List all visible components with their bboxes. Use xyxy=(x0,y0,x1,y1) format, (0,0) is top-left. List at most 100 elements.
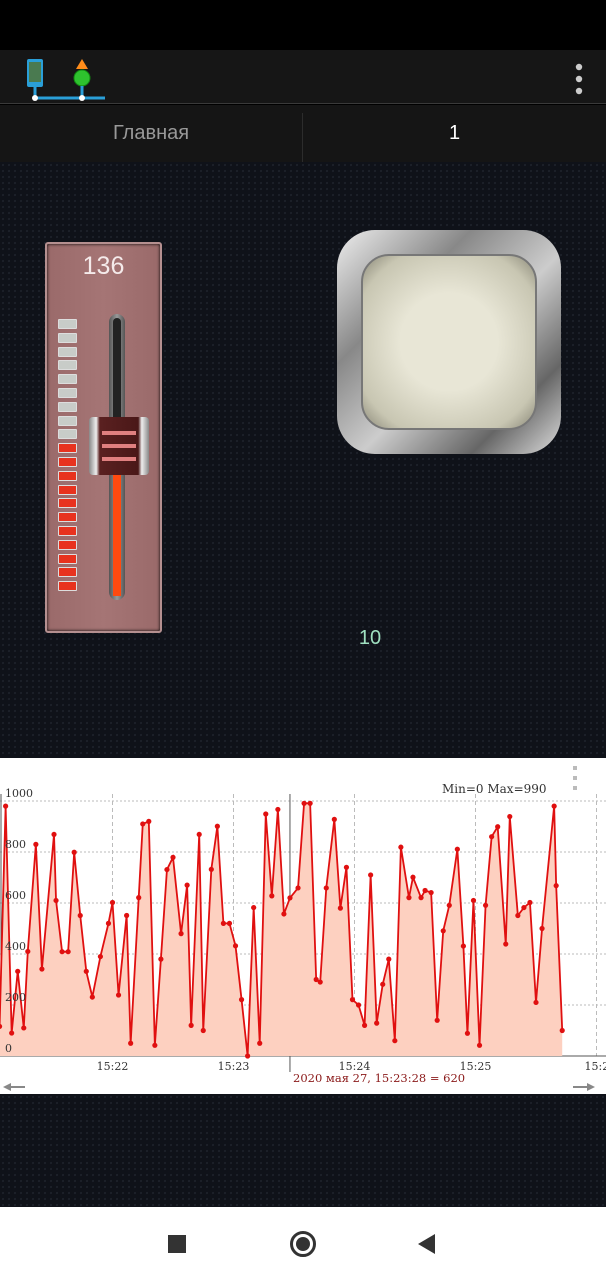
data-point xyxy=(392,1038,398,1044)
data-point xyxy=(482,902,489,908)
home-circle-icon[interactable] xyxy=(290,1231,316,1257)
data-point xyxy=(434,1017,440,1023)
data-point xyxy=(317,979,323,985)
data-point xyxy=(39,966,45,972)
value-label: 10 xyxy=(358,627,382,649)
slider-knob[interactable] xyxy=(89,417,149,476)
data-point xyxy=(410,874,416,880)
data-point xyxy=(97,953,103,960)
data-point xyxy=(307,800,313,806)
system-nav-bar xyxy=(0,1207,606,1280)
level-segment xyxy=(58,429,77,440)
level-segment xyxy=(58,443,77,454)
data-point xyxy=(15,968,21,974)
data-point xyxy=(527,899,533,906)
data-point xyxy=(386,956,392,962)
data-point xyxy=(361,1022,368,1028)
data-point xyxy=(226,920,233,926)
series-line xyxy=(0,802,564,1057)
data-point xyxy=(170,854,176,860)
data-point xyxy=(281,911,287,917)
data-point xyxy=(200,1027,206,1034)
push-button[interactable] xyxy=(337,230,561,454)
data-point xyxy=(109,899,116,906)
scroll-right-arrow-icon[interactable] xyxy=(573,1083,595,1091)
data-point xyxy=(313,976,319,983)
data-point xyxy=(454,846,460,852)
data-point xyxy=(146,818,152,824)
data-point xyxy=(422,887,428,894)
data-point xyxy=(368,872,374,878)
data-point xyxy=(21,1025,27,1031)
level-segment xyxy=(58,374,77,385)
y-tick-label: 1000 xyxy=(5,787,33,800)
scroll-left-arrow-icon[interactable] xyxy=(3,1083,25,1091)
data-point xyxy=(553,883,559,889)
y-tick-label: 800 xyxy=(5,838,26,851)
vertical-slider-widget[interactable]: 136 xyxy=(45,242,162,633)
data-point xyxy=(495,824,501,830)
data-point xyxy=(323,885,329,891)
trend-chart[interactable]: 0 200 400 600 800 1000 15:22 15:23 15:24 15:25 15:… xyxy=(0,758,606,1094)
data-point xyxy=(25,948,31,955)
data-point xyxy=(0,1023,3,1029)
level-segment xyxy=(58,539,77,550)
data-point xyxy=(503,941,509,947)
back-triangle-icon[interactable] xyxy=(417,1233,437,1255)
data-point xyxy=(337,905,343,911)
y-tick-label: 400 xyxy=(5,940,26,953)
data-point xyxy=(89,994,95,1000)
level-segment xyxy=(58,401,77,412)
data-point xyxy=(220,920,227,926)
data-point xyxy=(251,904,257,911)
data-point xyxy=(140,821,146,827)
data-point xyxy=(343,864,350,870)
data-point xyxy=(257,1040,263,1046)
data-point xyxy=(77,912,83,919)
data-point xyxy=(398,844,404,850)
data-point xyxy=(184,882,190,888)
data-point xyxy=(208,866,214,872)
data-point xyxy=(263,811,269,817)
data-point xyxy=(331,816,337,822)
min-max-stats: Min=0 Max=990 xyxy=(442,782,547,796)
x-tick-label: 15:24 xyxy=(339,1060,371,1073)
level-segment xyxy=(58,581,77,592)
tab-1[interactable]: 1 xyxy=(448,122,461,144)
level-segment xyxy=(58,415,77,426)
chart-menu-icon[interactable] xyxy=(573,766,577,790)
data-point xyxy=(33,841,39,847)
level-segment xyxy=(58,526,77,536)
data-point xyxy=(124,912,130,919)
data-point xyxy=(115,992,122,998)
more-vert-icon[interactable] xyxy=(571,62,587,98)
x-tick-label: 15:22 xyxy=(97,1060,129,1073)
data-point xyxy=(460,943,466,949)
data-point xyxy=(380,981,386,987)
connection-status-icon[interactable] xyxy=(22,56,112,106)
level-segment xyxy=(58,498,77,509)
data-point xyxy=(406,895,412,901)
data-point xyxy=(269,893,275,899)
data-point xyxy=(470,897,477,904)
data-point xyxy=(188,1022,194,1028)
level-segment xyxy=(58,346,77,357)
level-segment xyxy=(58,484,77,495)
level-segment xyxy=(58,388,77,398)
server-globe-icon xyxy=(73,69,91,87)
data-point xyxy=(446,902,452,908)
data-point xyxy=(59,949,65,955)
data-point xyxy=(9,1030,15,1036)
data-point xyxy=(287,895,293,901)
level-segment xyxy=(58,567,77,578)
level-segment xyxy=(58,360,77,371)
data-point xyxy=(196,831,202,838)
x-tick-label: 15:25 xyxy=(460,1060,492,1073)
data-point xyxy=(275,806,281,813)
toolbar xyxy=(0,50,606,104)
level-segment xyxy=(58,470,77,481)
chart-svg[interactable]: 0 200 400 600 800 1000 15:22 15:23 15:24 15:25 15:… xyxy=(0,758,606,1094)
recents-square-icon[interactable] xyxy=(168,1235,186,1253)
tab-main[interactable]: Главная xyxy=(112,122,190,144)
x-tick-label: 15:23 xyxy=(218,1060,250,1073)
